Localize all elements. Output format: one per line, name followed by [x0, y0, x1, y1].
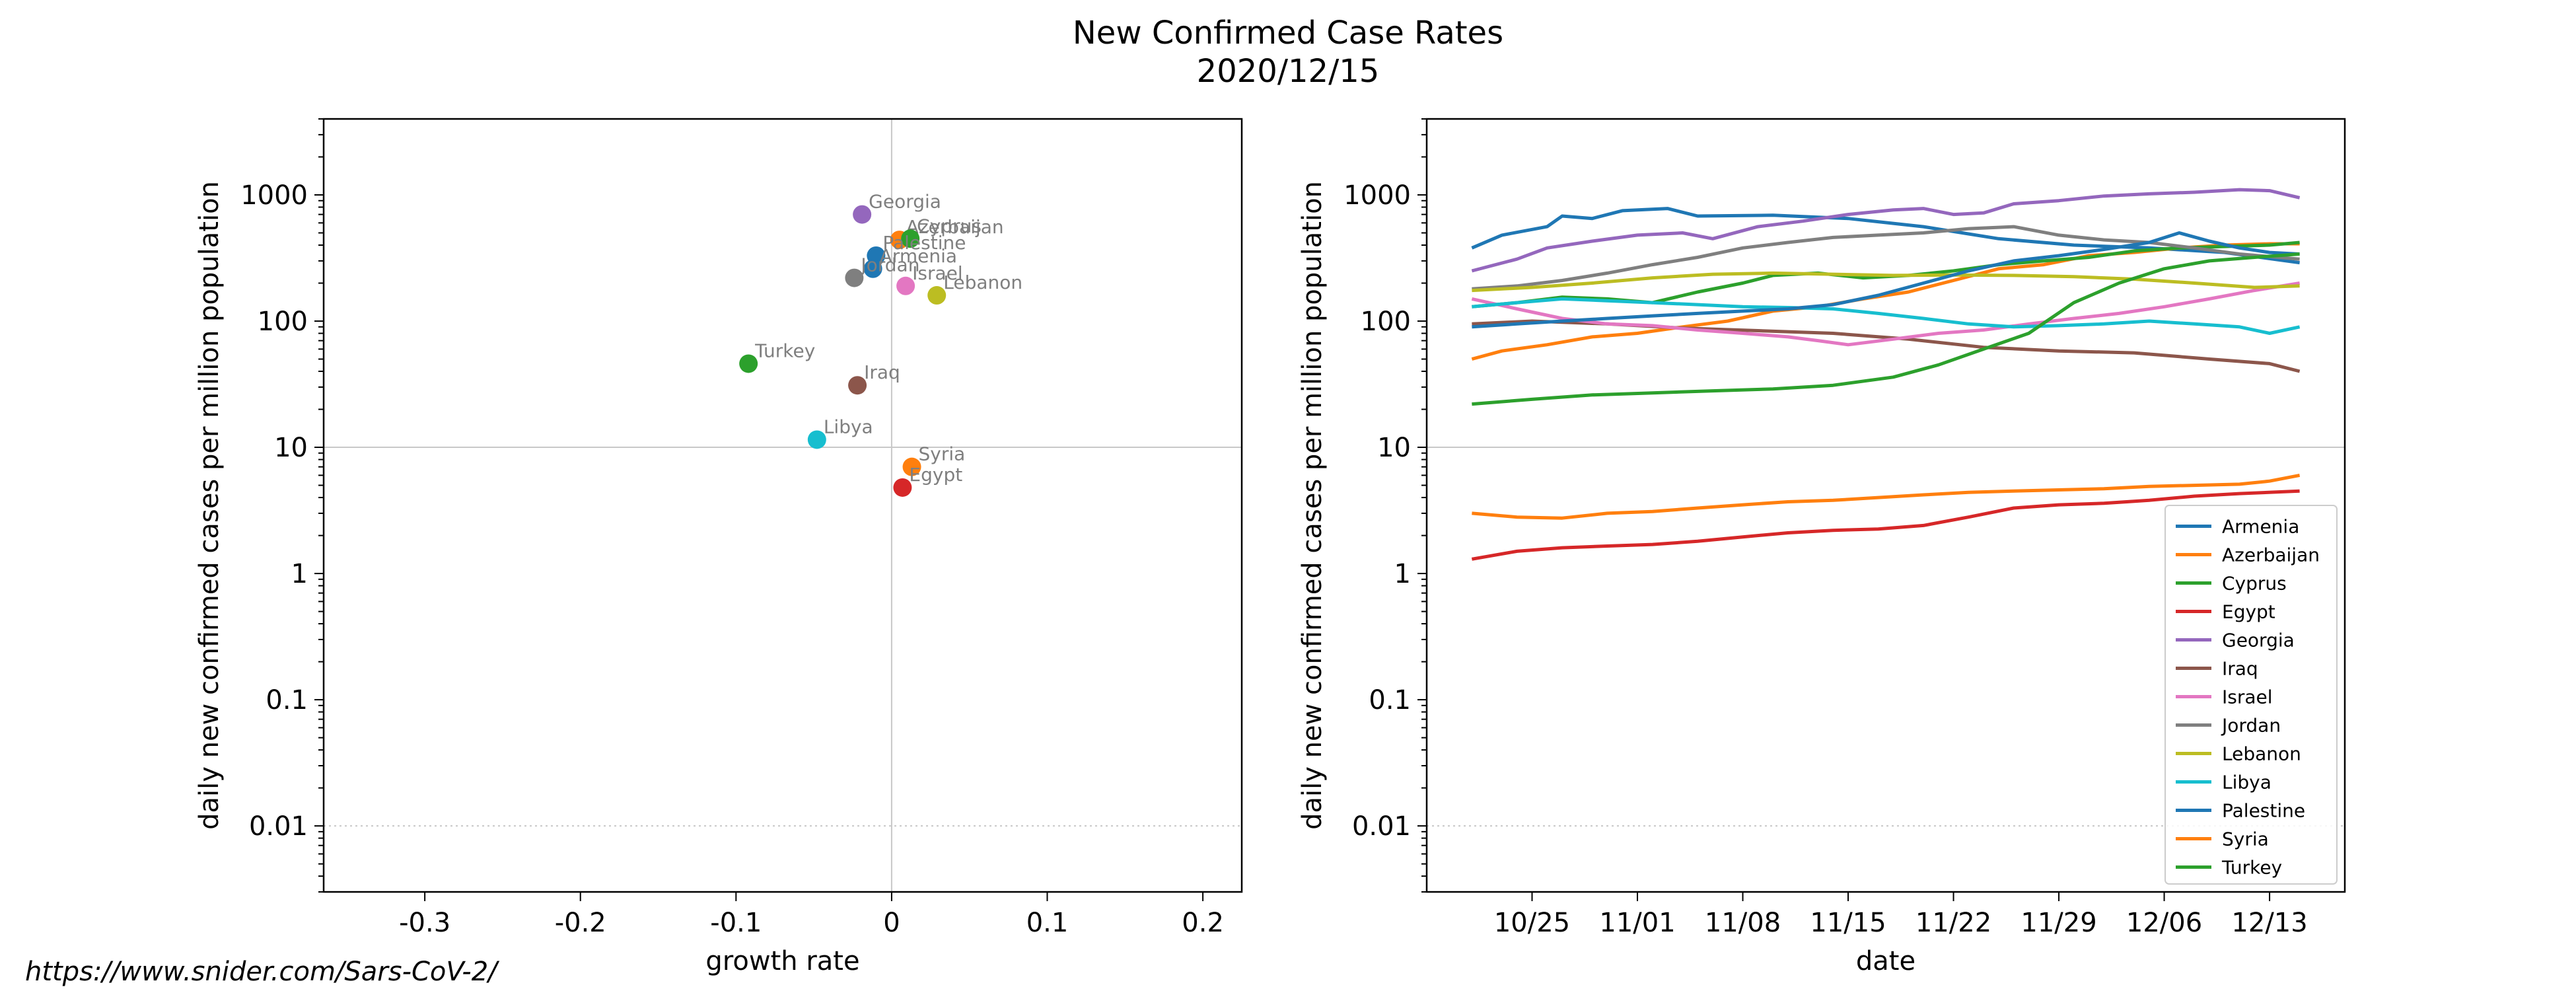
line-x-tick-label: 11/22	[1915, 908, 1991, 938]
line-panel: 0.01 0.1 1 10 100 1000 10/25 11/01 11/08 11/15 11/…	[1297, 118, 2346, 976]
legend-label-palestine: Palestine	[2222, 800, 2305, 822]
scatter-point-label-armenia: Armenia	[880, 245, 957, 267]
line-series-jordan	[1472, 225, 2300, 291]
scatter-x-tick-label: 0.1	[1026, 908, 1069, 938]
scatter-point-label-syria: Syria	[919, 443, 966, 465]
scatter-panel: 0.01 0.1 1 10 100 1000 -0.3 -0.2 -0.1 0 0.1 0.2 Geor…	[194, 118, 1243, 976]
line-series-iraq	[1472, 319, 2301, 373]
legend-label-lebanon: Lebanon	[2222, 743, 2301, 765]
line-series-egypt	[1471, 489, 2300, 561]
scatter-point-label-georgia: Georgia	[869, 191, 941, 213]
line-y-tick-label: 1000	[1343, 180, 1411, 211]
scatter-point-label-palestine: Palestine	[882, 232, 966, 254]
scatter-y-tick-label: 100	[258, 307, 308, 337]
scatter-point-turkey	[739, 354, 758, 373]
line-y-tick-label: 10	[1377, 433, 1411, 463]
scatter-x-tick-label: 0	[883, 908, 900, 938]
line-series-georgia	[1471, 188, 2301, 273]
source-url: https://www.snider.com/Sars-CoV-2/	[25, 957, 497, 987]
legend-label-armenia: Armenia	[2222, 516, 2299, 538]
line-legend: Armenia Azerbaijan Cyprus Egypt Georgia Iraq I…	[2165, 505, 2338, 885]
scatter-point-georgia	[853, 205, 872, 224]
line-series-turkey	[1472, 252, 2300, 406]
line-y-tick-label: 0.1	[1369, 685, 1411, 716]
line-x-axis-label: date	[1856, 946, 1915, 976]
scatter-point-syria	[902, 457, 921, 476]
scatter-y-axis-label: daily new confirmed cases per million po…	[194, 181, 225, 830]
scatter-point-label-israel: Israel	[912, 262, 963, 284]
scatter-point-iraq	[848, 376, 867, 395]
scatter-point-jordan	[845, 268, 864, 287]
scatter-point-lebanon	[927, 286, 947, 305]
scatter-point-armenia	[863, 259, 882, 278]
legend-label-iraq: Iraq	[2222, 658, 2258, 680]
scatter-point-label-egypt: Egypt	[909, 464, 962, 486]
legend-label-cyprus: Cyprus	[2222, 573, 2287, 595]
line-legend-box	[2165, 505, 2338, 885]
line-series-syria	[1472, 473, 2301, 520]
scatter-point-label-azerbaijan: Azerbaijan	[906, 216, 1004, 238]
line-x-tick-label: 10/25	[1494, 908, 1570, 938]
line-x-tick-label: 11/15	[1810, 908, 1886, 938]
scatter-point-label-jordan: Jordan	[859, 254, 919, 276]
line-series-israel	[1471, 281, 2301, 347]
line-y-tick-label: 1	[1394, 559, 1411, 589]
legend-label-turkey: Turkey	[2221, 857, 2282, 879]
line-axes-frame	[1425, 118, 2346, 893]
scatter-x-tick-label: -0.1	[710, 908, 762, 938]
scatter-y-tick-label: 0.01	[249, 811, 308, 842]
line-x-tick-label: 11/29	[2021, 908, 2096, 938]
line-series-armenia	[1471, 207, 2300, 265]
line-series-palestine	[1472, 231, 2300, 329]
line-x-tick-label: 11/01	[1599, 908, 1675, 938]
scatter-y-tick-label: 1000	[240, 180, 308, 211]
line-x-tick-label: 12/06	[2126, 908, 2202, 938]
scatter-point-label-libya: Libya	[824, 416, 873, 437]
scatter-point-libya	[807, 430, 826, 449]
line-y-axis-label: daily new confirmed cases per million po…	[1297, 181, 1328, 830]
scatter-point-israel	[896, 276, 915, 295]
line-y-tick-label: 0.01	[1352, 811, 1411, 842]
legend-label-azerbaijan: Azerbaijan	[2222, 544, 2320, 566]
line-x-tick-label: 11/08	[1705, 908, 1781, 938]
figure-title: New Confirmed Case Rates	[1072, 15, 1504, 52]
scatter-x-tick-label: -0.3	[399, 908, 450, 938]
legend-label-syria: Syria	[2222, 828, 2269, 850]
scatter-point-egypt	[893, 478, 912, 497]
scatter-axes-frame	[322, 118, 1243, 893]
scatter-point-label-cyprus: Cyprus	[917, 215, 982, 237]
line-series-lebanon	[1472, 271, 2300, 293]
figure-subtitle: 2020/12/15	[1196, 53, 1380, 90]
scatter-point-cyprus	[901, 229, 920, 248]
legend-label-libya: Libya	[2222, 772, 2272, 793]
legend-label-israel: Israel	[2222, 686, 2273, 708]
scatter-point-label-iraq: Iraq	[864, 361, 900, 383]
scatter-x-tick-label: -0.2	[555, 908, 606, 938]
legend-label-jordan: Jordan	[2221, 715, 2281, 737]
scatter-point-label-lebanon: Lebanon	[943, 272, 1022, 293]
line-x-tick-label: 12/13	[2231, 908, 2307, 938]
legend-label-georgia: Georgia	[2222, 630, 2295, 651]
scatter-y-tick-label: 1	[291, 559, 308, 589]
scatter-x-axis-label: growth rate	[705, 946, 859, 976]
scatter-x-tick-label: 0.2	[1182, 908, 1224, 938]
line-series-libya	[1472, 297, 2301, 335]
legend-label-egypt: Egypt	[2222, 601, 2275, 623]
line-y-tick-label: 100	[1361, 307, 1411, 337]
scatter-y-tick-label: 10	[274, 433, 308, 463]
scatter-y-tick-label: 0.1	[266, 685, 308, 716]
scatter-point-label-turkey: Turkey	[754, 340, 815, 361]
